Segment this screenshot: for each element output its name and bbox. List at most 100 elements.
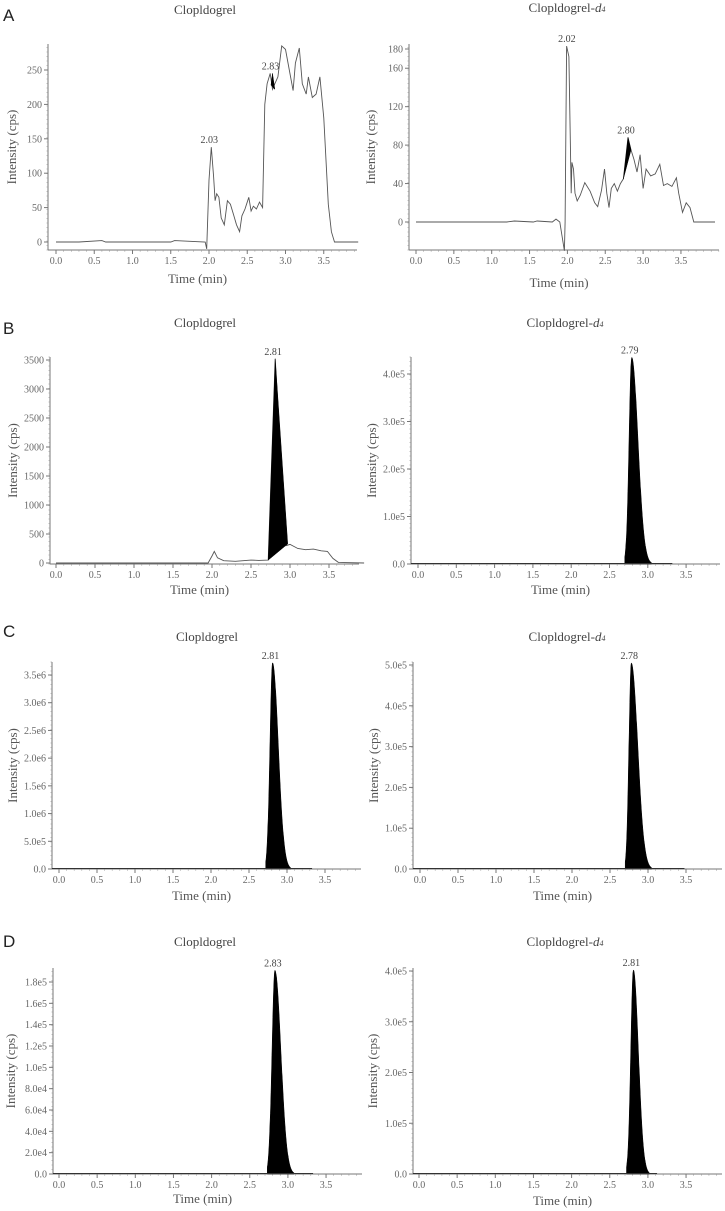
- x-tick-label: 1.0: [485, 256, 498, 267]
- chart-title: Clopldogrel-d4: [529, 0, 606, 15]
- chart-d-left: Clopldogrel 0.0 2.0e4 4.0e4 6.0e4 8.0e4 1.0e5 1…: [3, 934, 362, 1206]
- x-tick-label: 1.5: [527, 1180, 540, 1191]
- x-tick-label: 0.5: [88, 256, 101, 267]
- x-tick-label: 3.0: [282, 1180, 295, 1191]
- peak-rt-label: 2.81: [264, 347, 282, 358]
- x-tick-label: 1.0: [128, 570, 141, 581]
- x-axis-title: Time (min): [168, 271, 227, 286]
- x-axis-title: Time (min): [533, 888, 592, 903]
- integrated-peak: [626, 969, 650, 1175]
- x-tick-label: 0.0: [50, 570, 63, 581]
- y-tick-label: 0.0: [395, 1170, 408, 1181]
- y-tick-label: 2.0e4: [25, 1148, 47, 1159]
- title-subscript: 4: [599, 939, 603, 948]
- x-tick-label: 1.5: [167, 1180, 180, 1191]
- x-tick-label: 3.0: [642, 570, 655, 581]
- y-tick-label: 3.0e5: [383, 417, 405, 428]
- y-axis-title: Intensity (cps): [366, 728, 381, 803]
- integrated-peak: [624, 662, 653, 870]
- y-axis-title: Intensity (cps): [363, 110, 378, 185]
- y-tick-label: 5.0e5: [24, 837, 46, 848]
- y-tick-label: 50: [32, 203, 42, 214]
- y-tick-label: 4.0e4: [25, 1127, 47, 1138]
- y-tick-label: 0.0: [35, 1170, 48, 1181]
- x-tick-label: 2.0: [205, 875, 218, 886]
- y-tick-label: 0: [39, 559, 44, 570]
- chart-title: Clopldogrel-d4: [529, 629, 606, 644]
- x-tick-label: 3.5: [680, 1180, 693, 1191]
- title-subscript: 4: [601, 5, 605, 14]
- y-tick-label: 1.6e5: [25, 999, 47, 1010]
- chart-d-right: Clopldogrel-d4 0.0 1.0e5 2.0e5 3.0e5 4.0e5 0.0…: [365, 934, 722, 1208]
- title-suffix: d: [595, 629, 602, 644]
- y-tick-label: 0: [37, 238, 42, 249]
- y-tick-label: 1.5e6: [24, 781, 46, 792]
- chart-title: Clopldogrel: [174, 315, 236, 330]
- x-tick-label: 3.5: [319, 875, 332, 886]
- x-tick-label: 3.0: [642, 1180, 655, 1191]
- y-axis-title: Intensity (cps): [4, 110, 19, 185]
- y-tick-label: 6.0e4: [25, 1106, 47, 1117]
- x-tick-label: 0.0: [53, 875, 66, 886]
- y-tick-label: 180: [388, 45, 403, 56]
- x-tick-label: 0.0: [414, 875, 427, 886]
- x-tick-label: 3.5: [680, 875, 693, 886]
- y-tick-label: 200: [27, 100, 42, 111]
- x-tick-label: 0.0: [53, 1180, 66, 1191]
- x-tick-label: 1.5: [523, 256, 536, 267]
- y-tick-label: 8.0e4: [25, 1084, 47, 1095]
- x-tick-label: 1.0: [490, 875, 503, 886]
- y-tick-label: 3500: [24, 356, 44, 367]
- y-tick-label: 250: [27, 66, 42, 77]
- peak-rt-label: 2.83: [264, 958, 282, 969]
- y-tick-label: 0.0: [393, 560, 406, 571]
- y-tick-label: 1.0e5: [385, 1119, 407, 1130]
- y-tick-label: 4.0e5: [383, 370, 405, 381]
- y-tick-label: 1.0e6: [24, 809, 46, 820]
- x-tick-label: 2.5: [604, 1180, 617, 1191]
- y-tick-label: 100: [27, 169, 42, 180]
- x-axis-title: Time (min): [173, 1191, 232, 1206]
- y-tick-label: 1.0e5: [385, 824, 407, 835]
- chart-title: Clopldogrel: [176, 629, 238, 644]
- x-tick-label: 2.0: [566, 875, 579, 886]
- x-tick-label: 0.5: [89, 570, 102, 581]
- y-tick-label: 2.0e5: [385, 1068, 407, 1079]
- chart-c-left: Clopldogrel 0.0 5.0e5 1.0e6 1.5e6 2.0e6 2.5e6 3…: [5, 629, 361, 903]
- panel-letter-d: D: [3, 932, 15, 951]
- y-tick-label: 0.0: [395, 865, 408, 876]
- x-tick-label: 1.0: [129, 1180, 142, 1191]
- y-tick-label: 2.0e5: [383, 465, 405, 476]
- x-tick-label: 3.5: [680, 570, 693, 581]
- y-axis-title: Intensity (cps): [5, 728, 20, 803]
- integrated-peak: [624, 356, 652, 565]
- y-tick-label: 4.0e5: [385, 701, 407, 712]
- x-tick-label: 1.5: [527, 570, 540, 581]
- chart-a-left: Clopldogrel 0 50 100 150 200 250 0.0 0.5 1.0 1.5 2.…: [4, 2, 359, 286]
- y-axis-title: Intensity (cps): [5, 423, 20, 498]
- x-axis-title: Time (min): [531, 582, 590, 597]
- x-tick-label: 3.0: [642, 875, 655, 886]
- chart-b-right: Clopldogrel-d4 0.0 1.0e5 2.0e5 3.0e5 4.0e5 0.0…: [364, 315, 720, 597]
- y-tick-label: 2.0e5: [385, 783, 407, 794]
- chart-title: Clopldogrel-d4: [527, 934, 604, 949]
- x-tick-label: 0.5: [91, 1180, 104, 1191]
- x-tick-label: 0.5: [448, 256, 461, 267]
- x-tick-label: 2.0: [205, 1180, 218, 1191]
- y-tick-label: 120: [388, 102, 403, 113]
- x-tick-label: 3.5: [320, 1180, 333, 1191]
- x-tick-label: 1.5: [528, 875, 541, 886]
- y-tick-label: 80: [393, 141, 403, 152]
- peak-rt-label: 2.83: [262, 61, 280, 72]
- x-tick-label: 1.0: [126, 256, 139, 267]
- y-tick-label: 4.0e5: [385, 967, 407, 978]
- title-suffix: d: [595, 0, 602, 15]
- x-axis-title: Time (min): [172, 888, 231, 903]
- x-tick-label: 0.5: [450, 570, 463, 581]
- y-tick-label: 0: [398, 218, 403, 229]
- y-axis-title: Intensity (cps): [365, 1034, 380, 1109]
- x-tick-label: 0.0: [410, 256, 423, 267]
- x-tick-label: 2.5: [243, 875, 256, 886]
- x-tick-label: 3.0: [281, 875, 294, 886]
- y-tick-label: 160: [388, 64, 403, 75]
